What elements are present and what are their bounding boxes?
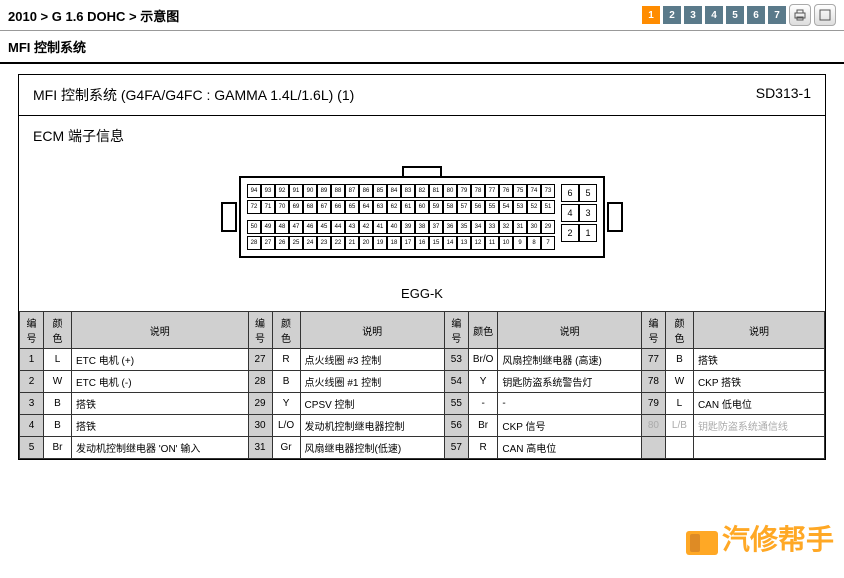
connector-label: EGG-K <box>19 286 825 301</box>
page-3[interactable]: 3 <box>684 6 702 24</box>
document-frame: MFI 控制系统 (G4FA/G4FC : GAMMA 1.4L/1.6L) (… <box>18 74 826 460</box>
page-7[interactable]: 7 <box>768 6 786 24</box>
page-4[interactable]: 4 <box>705 6 723 24</box>
ecm-title: ECM 端子信息 <box>19 116 825 156</box>
page-2[interactable]: 2 <box>663 6 681 24</box>
connector-diagram: 9493929190898887868584838281807978777675… <box>239 176 605 258</box>
pin-block-main: 9493929190898887868584838281807978777675… <box>247 184 555 250</box>
pin-block-side: 654321 <box>561 184 597 250</box>
breadcrumb: 2010 > G 1.6 DOHC > 示意图 <box>8 6 642 25</box>
page-5[interactable]: 5 <box>726 6 744 24</box>
expand-icon[interactable] <box>814 4 836 26</box>
doc-title: MFI 控制系统 (G4FA/G4FC : GAMMA 1.4L/1.6L) (… <box>33 85 354 105</box>
pin-table: 编号颜色说明编号颜色说明编号颜色说明编号颜色说明 1LETC 电机 (+)27R… <box>19 311 825 459</box>
print-icon[interactable] <box>789 4 811 26</box>
section-title: MFI 控制系统 <box>0 31 844 64</box>
page-6[interactable]: 6 <box>747 6 765 24</box>
pager: 1234567 <box>642 6 786 24</box>
page-1[interactable]: 1 <box>642 6 660 24</box>
watermark: 汽修帮手 <box>686 518 834 558</box>
doc-code: SD313-1 <box>756 85 811 105</box>
